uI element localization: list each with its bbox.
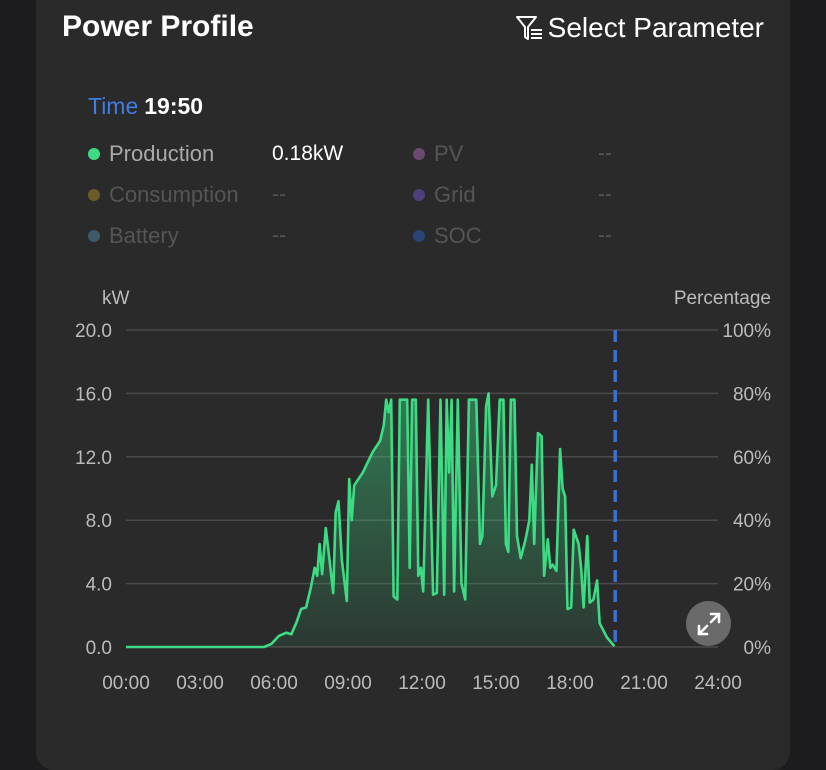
y2-axis-label: Percentage: [674, 288, 771, 309]
y2-tick-label: 100%: [722, 321, 771, 342]
production-area: [126, 393, 615, 647]
legend-dot: [88, 148, 100, 160]
legend-value: 0.18kW: [272, 142, 344, 165]
y-tick-label: 20.0: [75, 321, 112, 342]
filter-list-icon: [515, 16, 542, 40]
legend-dot: [88, 189, 100, 201]
select-parameter-button[interactable]: Select Parameter: [514, 12, 764, 44]
legend-item-production[interactable]: Production: [88, 141, 214, 167]
legend-dot: [88, 230, 100, 242]
y2-tick-label: 0%: [744, 638, 772, 659]
x-tick-label: 15:00: [472, 673, 520, 694]
x-tick-label: 06:00: [250, 673, 298, 694]
legend-label: Consumption: [109, 182, 239, 207]
y-axis-label: kW: [102, 288, 130, 309]
x-tick-label: 00:00: [102, 673, 150, 694]
legend-label: Battery: [109, 223, 179, 248]
y2-tick-label: 40%: [733, 511, 771, 532]
legend-value: --: [598, 183, 612, 206]
y-tick-label: 16.0: [75, 384, 112, 405]
legend-value: --: [272, 224, 286, 247]
expand-icon: [697, 612, 720, 635]
page-title: Power Profile: [62, 10, 254, 43]
legend-label: SOC: [434, 223, 482, 248]
y2-tick-label: 20%: [733, 575, 771, 596]
x-tick-label: 09:00: [324, 673, 372, 694]
time-value: 19:50: [144, 93, 204, 119]
power-chart[interactable]: kW Percentage 0.0 0% 4.0 20% 8.0 40% 12.0 60% 16…: [0, 0, 826, 750]
production-line: [126, 392, 616, 649]
legend-dot: [413, 148, 425, 160]
x-tick-label: 18:00: [546, 673, 594, 694]
x-tick-label: 24:00: [694, 673, 742, 694]
legend-value: --: [598, 224, 612, 247]
time-label: Time: [88, 93, 139, 119]
x-tick-label: 03:00: [176, 673, 224, 694]
y-tick-label: 12.0: [75, 448, 112, 469]
select-parameter-label: Select Parameter: [547, 12, 764, 43]
legend-item-consumption[interactable]: Consumption: [88, 182, 239, 208]
legend-value: --: [598, 142, 612, 165]
expand-chart-button[interactable]: [686, 601, 731, 646]
legend-label: PV: [434, 141, 464, 166]
y-tick-label: 0.0: [86, 638, 112, 659]
legend-label: Production: [109, 141, 215, 166]
legend-dot: [413, 230, 425, 242]
legend-value: --: [272, 183, 286, 206]
y2-tick-label: 80%: [733, 384, 771, 405]
y-tick-label: 4.0: [86, 575, 112, 596]
legend-item-grid[interactable]: Grid: [413, 182, 476, 208]
legend-item-pv[interactable]: PV: [413, 141, 463, 167]
legend-item-battery[interactable]: Battery: [88, 223, 179, 249]
legend-label: Grid: [434, 182, 476, 207]
x-tick-label: 21:00: [620, 673, 668, 694]
y-tick-label: 8.0: [86, 511, 112, 532]
legend-dot: [413, 189, 425, 201]
y2-tick-label: 60%: [733, 448, 771, 469]
legend-item-soc[interactable]: SOC: [413, 223, 482, 249]
tooltip-time: Time 19:50: [88, 93, 203, 120]
x-tick-label: 12:00: [398, 673, 446, 694]
